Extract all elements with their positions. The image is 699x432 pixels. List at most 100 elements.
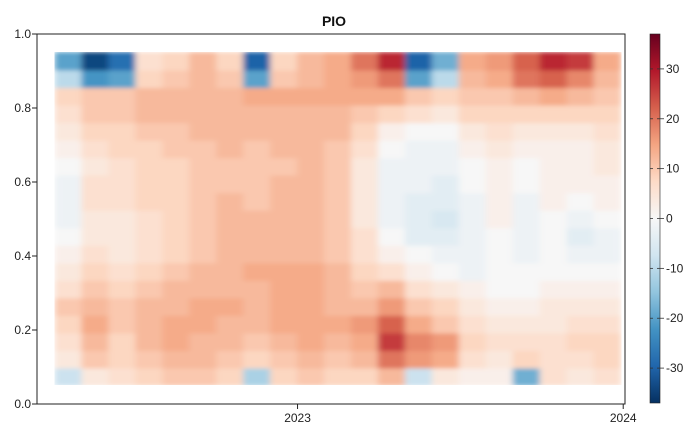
heatmap-cell [54,192,83,211]
heatmap-cell [81,262,110,281]
heatmap-cell [404,122,433,141]
heatmap-cell [270,349,299,369]
heatmap-cell [189,227,218,246]
heatmap-cell [404,367,433,385]
heatmap-cell [485,69,514,89]
heatmap-cell [270,52,299,71]
heatmap-cell [81,104,110,124]
heatmap-cell [593,52,622,71]
heatmap-cell [324,297,352,316]
heatmap-cell [108,52,137,71]
heatmap-cell [243,104,272,124]
heatmap-cell [189,52,218,71]
heatmap-cell [485,157,514,176]
heatmap-cell [270,314,299,334]
heatmap-cell [350,227,379,246]
heatmap-cell [243,52,272,71]
heatmap-cell [162,262,191,281]
heatmap-cell [377,227,406,246]
heatmap-cell [216,227,245,246]
heatmap-cell [431,227,460,246]
heatmap-cell [135,244,164,264]
heatmap-cell-group [54,52,622,385]
heatmap-cell [458,192,487,211]
heatmap-cell [297,69,326,89]
heatmap-cell [458,349,487,369]
heatmap-cell [216,174,245,194]
heatmap-cell [377,139,406,159]
heatmap-cell [350,349,379,369]
heatmap-cell [297,332,326,351]
heatmap-cell [189,174,218,194]
heatmap-cell [512,244,541,264]
heatmap-cell [512,87,541,106]
heatmap-cell [431,262,460,281]
heatmap-cell [81,52,110,71]
heatmap-cell [189,87,218,106]
heatmap-cell [377,297,406,316]
heatmap-cell [350,332,379,351]
heatmap-cell [54,314,83,334]
heatmap-cell [216,367,245,385]
heatmap-cell [81,244,110,264]
heatmap-cell [108,104,137,124]
heatmap-cell [566,367,595,385]
heatmap-cell [135,139,164,159]
heatmap-cell [350,122,379,141]
heatmap-cell [108,157,137,176]
heatmap-cell [404,174,433,194]
heatmap-cell [162,244,191,264]
heatmap-cell [81,349,110,369]
heatmap-cell [539,297,568,316]
heatmap-cell [458,262,487,281]
heatmap-cell [431,139,460,159]
heatmap-cell [324,279,352,299]
heatmap-cell [216,104,245,124]
heatmap-cell [431,157,460,176]
heatmap-cell [54,69,83,89]
heatmap-cell [593,87,622,106]
heatmap-cell [54,367,83,385]
heatmap-cell [324,227,352,246]
heatmap-cell [458,314,487,334]
heatmap-cell [216,297,245,316]
heatmap-cell [324,332,352,351]
heatmap-cell [539,122,568,141]
heatmap-cell [593,157,622,176]
colorbar-tick-label: -30 [666,361,684,375]
heatmap-cell [350,209,379,229]
heatmap-cell [431,297,460,316]
heatmap-cell [189,332,218,351]
heatmap-cell [404,332,433,351]
heatmap-cell [216,157,245,176]
heatmap-cell [593,69,622,89]
heatmap-cell [324,262,352,281]
heatmap-cell [243,209,272,229]
heatmap-cell [350,314,379,334]
heatmap-cell [324,209,352,229]
heatmap-cell [270,279,299,299]
heatmap-cell [108,139,137,159]
heatmap-cell [54,279,83,299]
heatmap-cell [593,174,622,194]
y-tick-label: 1.0 [14,27,31,41]
heatmap-cell [377,69,406,89]
heatmap-cell [593,349,622,369]
heatmap-cell [189,244,218,264]
heatmap-cell [243,314,272,334]
heatmap-cell [485,104,514,124]
heatmap-cell [377,262,406,281]
heatmap-cell [162,349,191,369]
heatmap-cell [566,174,595,194]
heatmap-cell [54,332,83,351]
heatmap-cell [539,262,568,281]
heatmap-cell [297,209,326,229]
heatmap-cell [539,157,568,176]
heatmap-cells [54,52,622,385]
heatmap-cell [377,314,406,334]
heatmap-cell [297,139,326,159]
heatmap-cell [216,279,245,299]
heatmap-cell [216,262,245,281]
heatmap-cell [216,52,245,71]
heatmap-cell [512,227,541,246]
